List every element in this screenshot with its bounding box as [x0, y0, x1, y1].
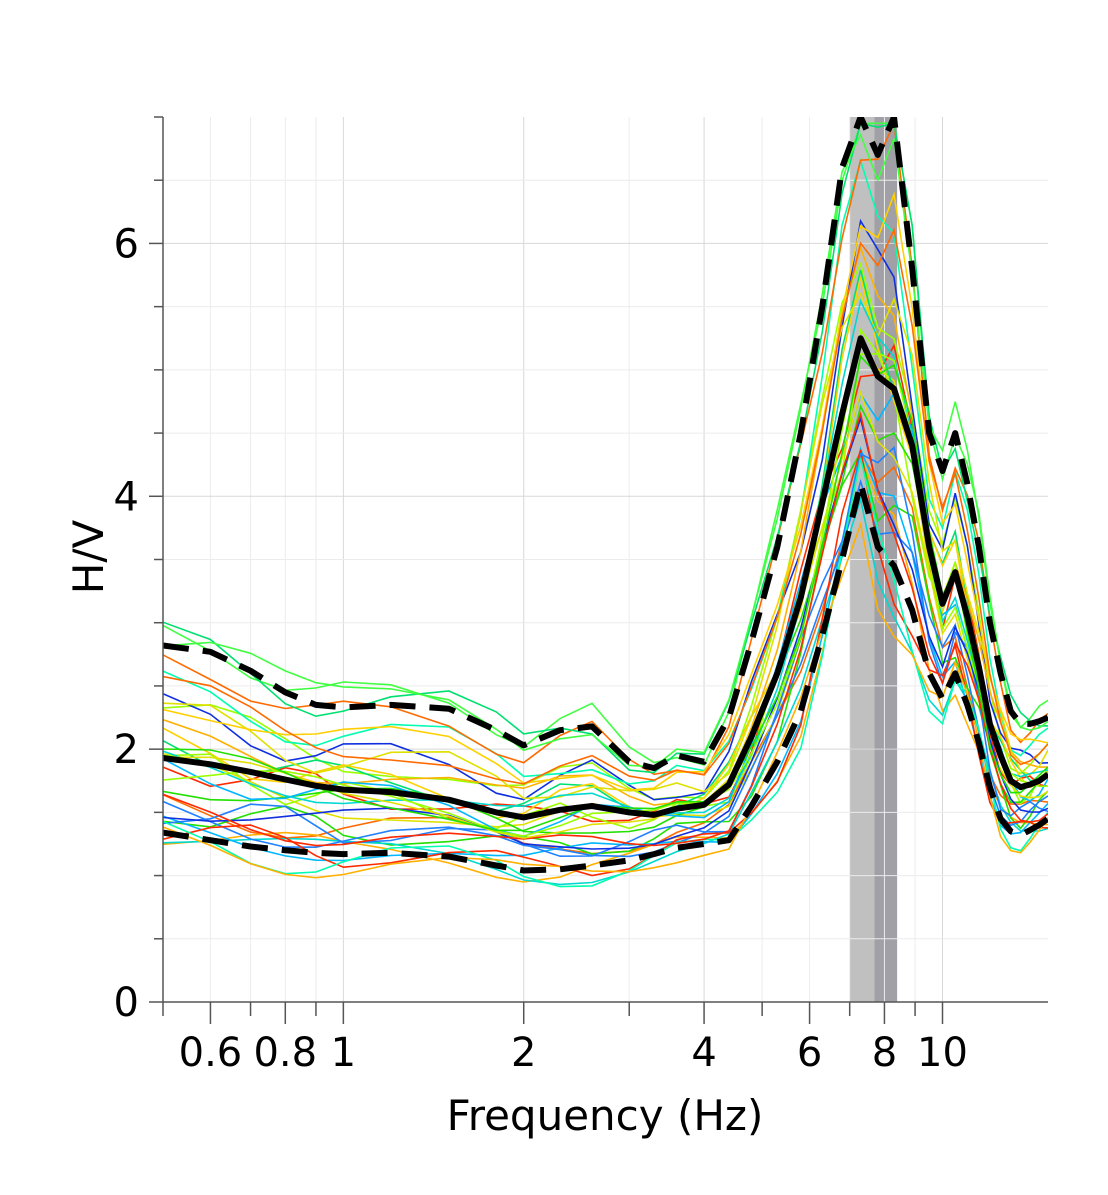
- plot-grid: [162, 117, 1048, 1002]
- window-curve: [163, 191, 1048, 791]
- window-curve: [163, 218, 1048, 801]
- x-tick-label: 0.8: [253, 1030, 317, 1076]
- window-curve: [163, 122, 1048, 766]
- window-curve: [163, 132, 1048, 768]
- lower-std-curve: [163, 480, 1048, 874]
- window-curve: [163, 449, 1048, 877]
- y-tick-label: 6: [114, 221, 139, 267]
- y-tick-label: 2: [114, 727, 139, 773]
- window-curves: [163, 120, 1048, 888]
- x-tick-labels: 0.6 0.8 1 2 4 6 8 10: [179, 1030, 968, 1076]
- x-tick-label: 8: [872, 1030, 897, 1076]
- median-curve: [163, 335, 1048, 821]
- window-curve: [163, 354, 1048, 832]
- window-curve: [163, 122, 1048, 774]
- window-curve: [163, 245, 1048, 806]
- x-tick-label: 6: [797, 1030, 822, 1076]
- x-tick-label: 10: [917, 1030, 968, 1076]
- y-axis-title: H/V: [64, 520, 113, 595]
- x-axis-title: Frequency (Hz): [447, 1091, 764, 1140]
- x-tick-label: 2: [511, 1030, 536, 1076]
- y-tick-label: 4: [114, 474, 139, 520]
- x-tick-label: 4: [691, 1030, 716, 1076]
- statistics-curves: [163, 117, 1048, 874]
- x-tick-label: 0.6: [179, 1030, 243, 1076]
- y-tick-labels: 0 2 4 6: [114, 221, 139, 1026]
- upper-std-curve: [163, 117, 1048, 772]
- window-curve: [163, 496, 1048, 886]
- window-curve: [163, 227, 1048, 785]
- plot-axes: [149, 116, 1048, 1024]
- window-curve: [163, 445, 1048, 858]
- y-tick-label: 0: [114, 980, 139, 1026]
- x-tick-label: 1: [331, 1030, 356, 1076]
